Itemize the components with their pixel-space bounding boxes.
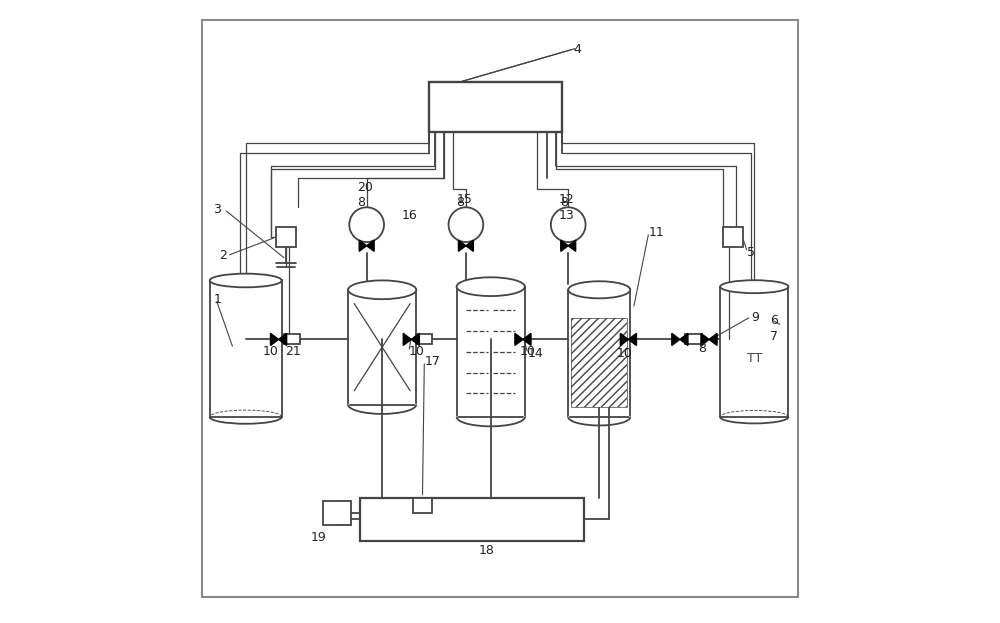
Bar	[360, 498, 584, 541]
Bar	[210, 280, 282, 417]
Bar	[348, 290, 416, 404]
Polygon shape	[628, 333, 636, 346]
Polygon shape	[367, 240, 374, 251]
Text: 6: 6	[770, 314, 778, 327]
Text: 5: 5	[747, 246, 755, 259]
Bar	[457, 287, 525, 417]
Polygon shape	[568, 240, 576, 251]
Polygon shape	[680, 333, 688, 346]
Bar	[413, 498, 432, 513]
Text: 9: 9	[751, 312, 759, 324]
Text: 13: 13	[558, 209, 574, 222]
Circle shape	[449, 207, 483, 242]
Polygon shape	[411, 333, 419, 346]
Text: 11: 11	[649, 226, 665, 239]
Polygon shape	[403, 333, 411, 346]
Text: TT: TT	[747, 352, 762, 365]
Bar	[416, 335, 432, 345]
Text: 16: 16	[402, 209, 418, 222]
Text: 8: 8	[560, 196, 568, 209]
Text: 17: 17	[424, 354, 440, 368]
Text: 19: 19	[311, 531, 327, 545]
Ellipse shape	[348, 280, 416, 299]
Polygon shape	[458, 240, 466, 251]
Bar	[571, 318, 627, 407]
Text: 12: 12	[558, 193, 574, 206]
Polygon shape	[515, 333, 523, 346]
Bar	[723, 227, 743, 247]
Polygon shape	[271, 333, 279, 346]
Bar	[685, 335, 702, 345]
Bar	[284, 335, 300, 345]
Polygon shape	[523, 333, 531, 346]
Bar	[429, 82, 562, 131]
Polygon shape	[561, 240, 568, 251]
Text: 10: 10	[617, 347, 632, 360]
Polygon shape	[359, 240, 367, 251]
Polygon shape	[701, 333, 709, 346]
Wedge shape	[568, 417, 630, 448]
Bar	[720, 287, 788, 417]
Text: 2: 2	[219, 249, 227, 262]
Ellipse shape	[568, 281, 630, 298]
Polygon shape	[672, 333, 680, 346]
Text: 1: 1	[213, 293, 221, 306]
Bar	[571, 318, 627, 407]
Text: 10: 10	[263, 345, 279, 358]
Wedge shape	[457, 417, 525, 451]
Text: 3: 3	[213, 202, 221, 216]
Text: 10: 10	[520, 345, 536, 358]
Text: 10: 10	[409, 345, 425, 358]
Bar	[323, 501, 351, 525]
Text: 8: 8	[457, 196, 465, 209]
Text: 18: 18	[478, 544, 494, 557]
Text: 21: 21	[285, 345, 301, 358]
Text: 20: 20	[357, 181, 373, 194]
Bar	[276, 227, 296, 247]
Text: 8: 8	[357, 196, 365, 209]
Text: 4: 4	[573, 42, 581, 55]
Polygon shape	[279, 333, 287, 346]
Bar	[568, 290, 630, 417]
Circle shape	[551, 207, 586, 242]
Polygon shape	[466, 240, 473, 251]
Polygon shape	[620, 333, 628, 346]
Wedge shape	[348, 404, 416, 439]
Ellipse shape	[210, 273, 282, 287]
Polygon shape	[709, 333, 717, 346]
Text: 15: 15	[457, 193, 472, 206]
Circle shape	[349, 207, 384, 242]
Text: 8: 8	[698, 342, 706, 355]
Ellipse shape	[457, 277, 525, 296]
Text: 7: 7	[770, 330, 778, 343]
Text: 14: 14	[528, 347, 544, 360]
Ellipse shape	[720, 280, 788, 293]
